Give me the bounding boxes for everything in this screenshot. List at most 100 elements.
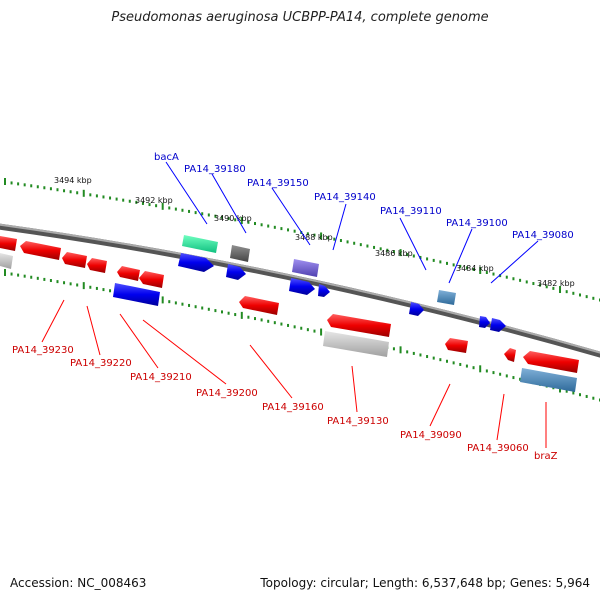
minor-tick: [326, 236, 329, 240]
minor-tick: [412, 254, 415, 258]
minor-tick: [254, 222, 257, 226]
outer-tick-track: [4, 178, 600, 302]
minor-tick: [260, 318, 263, 322]
kbp-label: 3484 kbp: [456, 264, 494, 273]
gene-label[interactable]: PA14_39220: [70, 358, 132, 369]
minor-tick: [148, 203, 151, 207]
gene-feature[interactable]: [117, 266, 140, 281]
minor-tick: [56, 188, 59, 192]
minor-tick: [23, 274, 26, 278]
gene-label[interactable]: PA14_39100: [446, 218, 508, 229]
minor-tick: [306, 328, 309, 332]
gene-label[interactable]: PA14_39140: [314, 192, 376, 203]
kbp-label: 3490 kbp: [214, 214, 252, 223]
gene-label[interactable]: PA14_39180: [184, 164, 246, 175]
gene-label[interactable]: PA14_39090: [400, 430, 462, 441]
gene-feature[interactable]: [226, 264, 246, 280]
minor-tick: [194, 305, 197, 309]
minor-tick: [472, 267, 475, 271]
gene-label[interactable]: PA14_39160: [262, 402, 324, 413]
minor-tick: [293, 229, 296, 233]
gene-feature[interactable]: [20, 241, 61, 260]
minor-tick: [214, 214, 217, 218]
gene-feature[interactable]: [0, 236, 17, 251]
map-title: Pseudomonas aeruginosa UCBPP-PA14, compl…: [111, 10, 489, 25]
gene-label[interactable]: PA14_39150: [247, 178, 309, 189]
minor-tick: [95, 286, 98, 290]
minor-tick: [313, 233, 316, 237]
minor-tick: [525, 280, 528, 284]
gene-feature[interactable]: [523, 351, 579, 373]
minor-tick: [273, 225, 276, 229]
kbp-tick-labels: 3494 kbp 3492 kbp 3490 kbp 3488 kbp 3486…: [54, 176, 575, 288]
minor-tick: [95, 194, 98, 198]
minor-tick: [565, 290, 568, 294]
minor-tick: [201, 212, 204, 216]
major-tick: [240, 217, 243, 225]
minor-tick: [585, 295, 588, 299]
gene-label[interactable]: PA14_39200: [196, 388, 258, 399]
gene-feature[interactable]: [178, 253, 214, 272]
gene-feature[interactable]: [139, 271, 164, 288]
minor-tick: [439, 260, 442, 264]
gene-feature[interactable]: [318, 284, 330, 297]
gene-feature[interactable]: [323, 331, 389, 357]
minor-tick: [76, 283, 79, 287]
minor-tick: [141, 201, 144, 205]
minor-tick: [353, 241, 356, 245]
gene-feature[interactable]: [0, 253, 13, 269]
minor-tick: [373, 245, 376, 249]
minor-tick: [472, 366, 475, 370]
minor-tick: [247, 220, 250, 224]
gene-label[interactable]: PA14_39210: [130, 372, 192, 383]
gene-label[interactable]: PA14_39230: [12, 345, 74, 356]
minor-tick: [102, 288, 105, 292]
gene-feature[interactable]: [490, 318, 506, 332]
minor-tick: [102, 195, 105, 199]
minor-tick: [585, 394, 588, 398]
gene-label[interactable]: bacA: [154, 152, 179, 163]
major-tick: [320, 328, 323, 336]
minor-tick: [359, 243, 362, 247]
gene-label[interactable]: PA14_39110: [380, 206, 442, 217]
gene-label[interactable]: PA14_39130: [327, 416, 389, 427]
minor-tick: [300, 326, 303, 330]
gene-label[interactable]: PA14_39060: [467, 443, 529, 454]
gene-feature[interactable]: [239, 296, 279, 315]
gene-feature[interactable]: [289, 278, 315, 295]
major-tick: [240, 311, 243, 319]
gene-feature[interactable]: [445, 338, 468, 353]
minor-tick: [379, 247, 382, 251]
minor-tick: [30, 275, 33, 279]
minor-tick: [280, 227, 283, 231]
minor-tick: [287, 323, 290, 327]
gene-feature[interactable]: [113, 283, 160, 306]
major-tick: [559, 286, 562, 294]
gene-feature[interactable]: [62, 252, 87, 268]
major-tick: [161, 202, 164, 210]
gene-feature[interactable]: [520, 368, 577, 392]
minor-tick: [432, 356, 435, 360]
minor-tick: [485, 271, 488, 275]
minor-tick: [10, 181, 13, 185]
gene-feature[interactable]: [182, 235, 218, 253]
gene-feature[interactable]: [479, 316, 490, 328]
minor-tick: [280, 322, 283, 326]
gene-feature[interactable]: [327, 314, 391, 337]
minor-tick: [168, 300, 171, 304]
gene-feature[interactable]: [230, 245, 250, 262]
minor-tick: [174, 301, 177, 305]
gene-label[interactable]: braZ: [534, 451, 558, 462]
minor-tick: [267, 224, 270, 228]
gene-feature[interactable]: [409, 302, 424, 316]
minor-tick: [122, 198, 125, 202]
minor-tick: [174, 207, 177, 211]
gene-feature[interactable]: [437, 290, 456, 305]
gene-feature[interactable]: [292, 259, 319, 277]
major-tick: [399, 346, 402, 354]
minor-tick: [267, 319, 270, 323]
minor-tick: [17, 182, 20, 186]
gene-feature[interactable]: [504, 348, 516, 362]
gene-feature[interactable]: [87, 258, 107, 273]
gene-label[interactable]: PA14_39080: [512, 230, 574, 241]
